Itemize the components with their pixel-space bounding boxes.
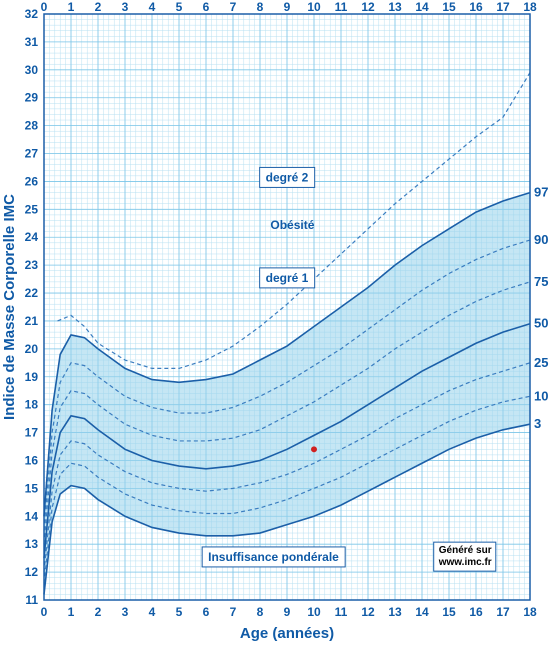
annotation-insuff: Insuffisance pondérale (208, 550, 339, 564)
y-tick: 13 (25, 537, 39, 551)
x-tick-bottom: 5 (176, 605, 183, 619)
x-tick-bottom: 16 (469, 605, 483, 619)
x-tick-bottom: 8 (257, 605, 264, 619)
y-tick: 26 (25, 174, 39, 188)
x-tick-top: 10 (307, 0, 321, 14)
annotation-degre1: degré 1 (266, 271, 309, 285)
x-tick-bottom: 9 (284, 605, 291, 619)
x-tick-top: 0 (41, 0, 48, 14)
y-tick: 32 (25, 7, 39, 21)
y-tick: 22 (25, 286, 39, 300)
x-tick-bottom: 1 (68, 605, 75, 619)
y-tick: 31 (25, 35, 39, 49)
x-tick-top: 5 (176, 0, 183, 14)
annotation-degre2: degré 2 (266, 170, 309, 184)
x-tick-top: 6 (203, 0, 210, 14)
data-point-marker (311, 446, 317, 452)
y-tick: 12 (25, 565, 39, 579)
y-tick: 15 (25, 481, 39, 495)
x-tick-bottom: 17 (496, 605, 510, 619)
x-tick-bottom: 6 (203, 605, 210, 619)
x-tick-top: 16 (469, 0, 483, 14)
x-tick-bottom: 2 (95, 605, 102, 619)
y-tick: 27 (25, 147, 39, 161)
percentile-label-p50: 50 (534, 316, 548, 331)
percentile-label-p3: 3 (534, 416, 541, 431)
x-tick-bottom: 3 (122, 605, 129, 619)
x-tick-top: 9 (284, 0, 291, 14)
y-tick: 16 (25, 453, 39, 467)
y-tick: 23 (25, 258, 39, 272)
x-tick-top: 14 (415, 0, 429, 14)
percentile-label-p75: 75 (534, 274, 548, 289)
percentile-label-p10: 10 (534, 388, 548, 403)
x-tick-top: 2 (95, 0, 102, 14)
x-tick-top: 8 (257, 0, 264, 14)
x-tick-bottom: 13 (388, 605, 402, 619)
credit-line1: Généré sur (439, 545, 492, 556)
x-axis-title: Age (années) (240, 625, 334, 642)
x-tick-top: 12 (361, 0, 375, 14)
x-tick-top: 4 (149, 0, 156, 14)
x-tick-bottom: 14 (415, 605, 429, 619)
x-tick-top: 18 (523, 0, 537, 14)
y-tick: 14 (25, 509, 39, 523)
x-tick-bottom: 4 (149, 605, 156, 619)
y-tick: 25 (25, 202, 39, 216)
y-tick: 28 (25, 119, 39, 133)
credit-line2: www.imc.fr (438, 557, 492, 568)
x-tick-top: 11 (335, 0, 348, 14)
x-tick-bottom: 11 (335, 605, 348, 619)
x-tick-top: 1 (68, 0, 75, 14)
y-tick: 19 (25, 370, 39, 384)
x-tick-top: 3 (122, 0, 129, 14)
x-tick-top: 13 (388, 0, 402, 14)
y-tick: 20 (25, 342, 39, 356)
y-tick: 24 (25, 230, 39, 244)
percentile-label-p25: 25 (534, 355, 548, 370)
x-tick-top: 17 (496, 0, 510, 14)
x-tick-bottom: 18 (523, 605, 537, 619)
percentile-label-p90: 90 (534, 232, 548, 247)
x-tick-bottom: 12 (361, 605, 375, 619)
bmi-growth-chart: 0011223344556677889910101111121213131414… (0, 0, 560, 650)
y-axis-title: Indice de Masse Corporelle IMC (1, 194, 18, 420)
x-tick-top: 15 (442, 0, 456, 14)
percentile-label-p97: 97 (534, 185, 548, 200)
y-tick: 17 (25, 426, 39, 440)
x-tick-bottom: 7 (230, 605, 237, 619)
y-tick: 21 (25, 314, 39, 328)
x-tick-top: 7 (230, 0, 237, 14)
chart-svg: 0011223344556677889910101111121213131414… (0, 0, 560, 650)
y-tick: 29 (25, 91, 39, 105)
y-tick: 11 (25, 593, 38, 607)
x-tick-bottom: 15 (442, 605, 456, 619)
x-tick-bottom: 0 (41, 605, 48, 619)
x-tick-bottom: 10 (307, 605, 321, 619)
y-tick: 30 (25, 63, 39, 77)
annotation-obesite: Obésité (270, 218, 314, 232)
y-tick: 18 (25, 398, 39, 412)
